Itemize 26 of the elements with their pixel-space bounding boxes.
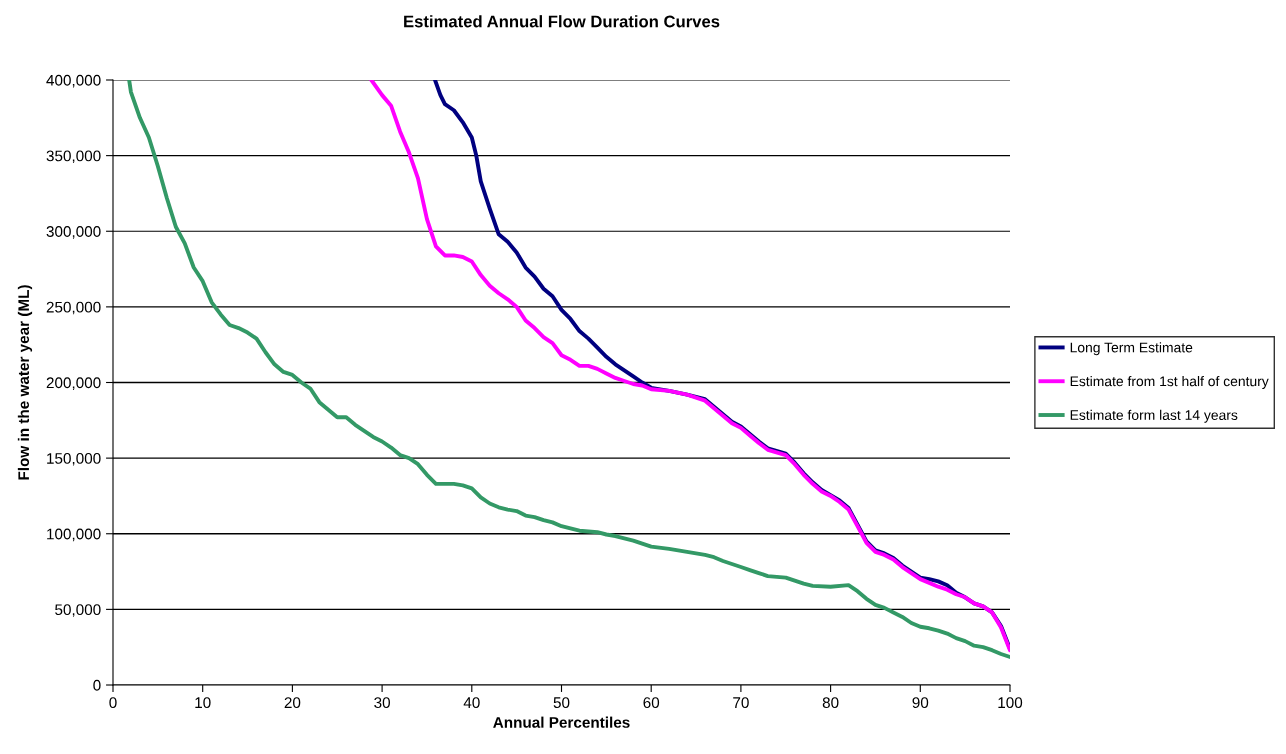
x-tick-label: 30 [374, 697, 390, 709]
y-axis-title: Flow in the water year (ML) [17, 285, 33, 480]
legend-label: Estimate form last 14 years [1070, 409, 1238, 423]
y-tick-label: 50,000 [55, 604, 101, 617]
y-tick-label: 300,000 [46, 226, 101, 239]
y-tick-label: 100,000 [47, 528, 101, 542]
y-tick-label: 250,000 [46, 301, 101, 315]
x-tick-label: 90 [912, 697, 929, 709]
x-tick-label: 100 [998, 697, 1023, 709]
y-tick-label: 200,000 [46, 377, 101, 390]
y-tick-label: 350,000 [46, 150, 101, 164]
x-tick-label: 0 [109, 697, 117, 709]
y-tick-label: 0 [93, 679, 101, 691]
x-tick-label: 40 [463, 697, 480, 709]
x-tick-label: 70 [733, 697, 749, 709]
chart-title: Estimated Annual Flow Duration Curves [404, 15, 720, 28]
legend-label: Estimate from 1st half of century [1070, 376, 1269, 389]
x-tick-label: 80 [822, 697, 839, 709]
x-tick-label: 60 [643, 697, 660, 709]
x-tick-label: 10 [195, 697, 211, 709]
x-tick-label: 50 [553, 697, 570, 709]
x-tick-label: 20 [284, 697, 301, 709]
legend-label: Long Term Estimate [1070, 342, 1193, 356]
x-axis-title: Annual Percentiles [493, 716, 630, 728]
y-tick-label: 400,000 [46, 74, 101, 88]
y-tick-label: 150,000 [47, 452, 101, 466]
